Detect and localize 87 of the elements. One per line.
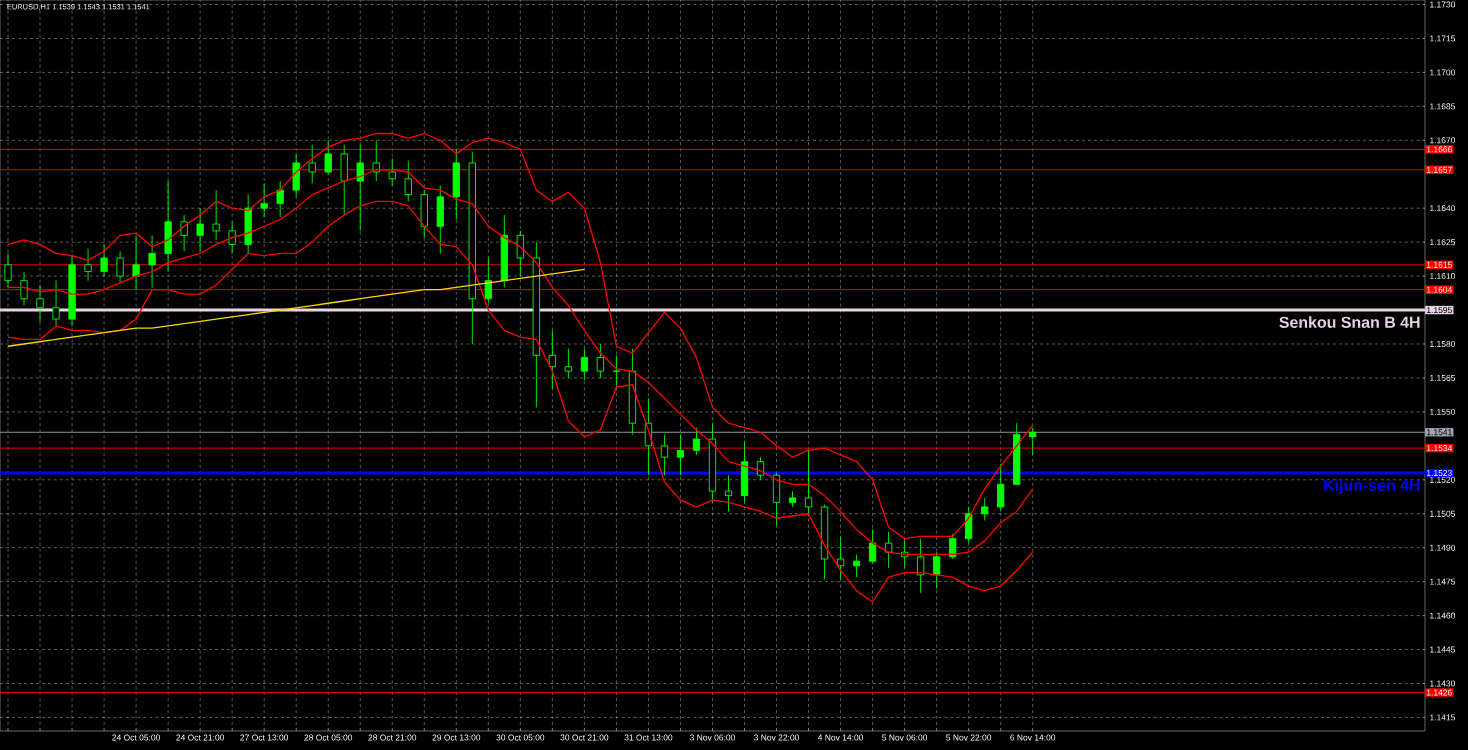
y-tick-label: 1.1640 [1430, 205, 1456, 212]
candlestick [228, 221, 236, 254]
candlestick [356, 144, 364, 232]
y-tick-label: 1.1520 [1430, 476, 1456, 483]
candlestick [676, 434, 685, 476]
candlestick [308, 144, 316, 184]
x-tick-label: 29 Oct 13:00 [432, 734, 481, 741]
candlestick [116, 250, 124, 284]
x-tick-label: 27 Oct 13:00 [240, 734, 289, 741]
x-tick-label: 28 Oct 05:00 [304, 734, 353, 741]
y-tick-label: 1.1625 [1430, 239, 1456, 246]
y-tick-label: 1.1580 [1430, 341, 1456, 347]
candlestick [324, 139, 332, 175]
candlestick [836, 535, 845, 580]
candlestick [84, 248, 92, 282]
x-tick-label: 5 Nov 06:00 [882, 734, 928, 741]
y-tick-label: 1.1445 [1430, 646, 1456, 653]
candlestick [981, 497, 989, 521]
candlestick [804, 449, 813, 517]
candlestick [20, 271, 28, 306]
x-tick-label: 30 Oct 05:00 [496, 734, 545, 741]
y-tick-label: 1.1415 [1430, 714, 1456, 721]
y-tick-label: 1.1700 [1430, 69, 1456, 76]
annotation: Senkou Snan B 4H [1279, 316, 1420, 328]
ref-line-label: 1.1541 [1426, 429, 1452, 436]
x-tick-label: 24 Oct 05:00 [112, 734, 160, 741]
candlestick [276, 180, 284, 218]
y-tick-label: 1.1670 [1430, 137, 1456, 144]
ref-line-label: 1.1657 [1426, 166, 1452, 173]
y-tick-label: 1.1430 [1430, 680, 1456, 687]
x-tick-label: 6 Nov 14:00 [1010, 734, 1056, 741]
y-tick-label: 1.1610 [1430, 273, 1456, 280]
candlestick [516, 230, 524, 277]
candlestick [852, 554, 861, 578]
x-tick-label: 30 Oct 21:00 [560, 734, 609, 741]
candlestick [692, 427, 701, 456]
candlestick [260, 182, 268, 218]
ref-line-label: 1.1666 [1426, 146, 1452, 153]
y-tick-label: 1.1715 [1430, 35, 1456, 42]
y-tick-label: 1.1565 [1430, 374, 1456, 381]
y-tick-label: 1.1505 [1430, 510, 1456, 517]
x-tick-label: 31 Oct 13:00 [624, 734, 673, 741]
ref-line-label: 1.1534 [1426, 445, 1453, 452]
candlestick [212, 189, 220, 241]
candlestick [388, 157, 396, 187]
candlestick [997, 463, 1005, 512]
ref-line-label: 1.1523 [1426, 470, 1452, 476]
y-tick-label: 1.1475 [1430, 578, 1456, 585]
candlestick [372, 139, 380, 182]
candlestick [596, 343, 605, 379]
candlestick [36, 284, 44, 322]
candlestick [660, 434, 669, 476]
x-tick-label: 24 Oct 21:00 [176, 734, 225, 741]
candlestick [132, 234, 140, 291]
candlestick [148, 234, 156, 288]
candlestick [564, 348, 573, 379]
annotation: Kijun-sen 4H [1324, 479, 1420, 495]
ref-line-label: 1.1615 [1426, 261, 1452, 268]
y-tick-label: 1.1460 [1430, 612, 1456, 619]
ref-line-label: 1.1595 [1426, 307, 1452, 314]
candlestick [548, 329, 557, 390]
candlestick [916, 538, 925, 594]
candlestick [580, 348, 589, 381]
candlestick [180, 214, 188, 252]
x-tick-label: 5 Nov 22:00 [946, 734, 992, 741]
candlestick [404, 160, 412, 202]
x-tick-label: 3 Nov 06:00 [689, 734, 735, 741]
candlestick [724, 474, 733, 512]
candlestick [4, 253, 12, 288]
y-tick-label: 1.1730 [1430, 1, 1456, 8]
candlestick [100, 243, 108, 277]
x-tick-label: 3 Nov 22:00 [754, 734, 800, 741]
candlestick [52, 280, 60, 327]
candlestick [196, 207, 204, 252]
y-tick-label: 1.1685 [1430, 103, 1456, 110]
y-tick-label: 1.1490 [1430, 544, 1456, 551]
candlestick [932, 551, 941, 589]
candlestick [868, 529, 877, 564]
y-tick-label: 1.1550 [1430, 408, 1456, 415]
candlestick [1029, 427, 1037, 456]
candlestick [484, 257, 492, 304]
candlestick [756, 456, 765, 481]
candlestick [948, 533, 957, 560]
x-tick-label: 28 Oct 21:00 [368, 734, 417, 741]
x-tick-label: 4 Nov 14:00 [817, 734, 864, 741]
ref-line-label: 1.1426 [1426, 689, 1452, 696]
ref-line-label: 1.1604 [1426, 286, 1453, 293]
